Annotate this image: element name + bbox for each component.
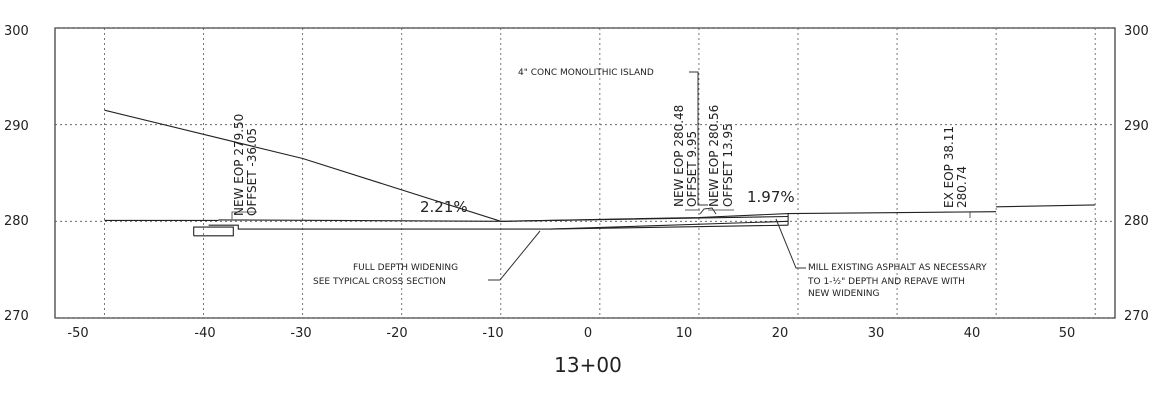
y-tick-label: 270 bbox=[4, 309, 29, 324]
x-tick-label: 0 bbox=[584, 326, 592, 341]
x-tick-label: -50 bbox=[67, 326, 88, 341]
widening-leader bbox=[488, 230, 541, 281]
y-tick-labels-left: 300 290 280 270 bbox=[4, 24, 29, 324]
mill-note-1: MILL EXISTING ASPHALT AS NECESSARY bbox=[808, 263, 987, 273]
eop-label: OFFSET 13.95 bbox=[721, 123, 735, 207]
eop-label: NEW EOP 279.50 bbox=[232, 114, 246, 216]
section-line bbox=[208, 220, 789, 230]
mill-leader bbox=[775, 218, 806, 269]
x-tick-label: 10 bbox=[676, 326, 693, 341]
x-tick-label: -30 bbox=[290, 326, 311, 341]
island-leader bbox=[689, 71, 708, 206]
y-tick-labels-right: 300 290 280 270 bbox=[1124, 24, 1149, 324]
section-line bbox=[550, 224, 789, 230]
x-tick-label: 50 bbox=[1059, 326, 1076, 341]
y-tick-label: 290 bbox=[4, 119, 29, 134]
eop-label: 280.74 bbox=[955, 166, 969, 208]
y-tick-label: 290 bbox=[1124, 119, 1149, 134]
x-tick-labels: -50 -40 -30 -20 -10 0 10 20 30 40 50 bbox=[67, 326, 1075, 341]
eop-labels: NEW EOP 279.50 OFFSET -36.05 NEW EOP 280… bbox=[232, 105, 969, 216]
grade-label-left: 2.21% bbox=[420, 198, 468, 216]
station-label: 13+00 bbox=[554, 353, 622, 377]
x-tick-label: -10 bbox=[482, 326, 503, 341]
x-tick-label: -40 bbox=[194, 326, 215, 341]
section-line bbox=[218, 211, 997, 222]
y-tick-label: 270 bbox=[1124, 309, 1149, 324]
eop-label: NEW EOP 280.56 bbox=[707, 105, 721, 207]
y-tick-label: 280 bbox=[1124, 214, 1149, 229]
x-tick-label: 30 bbox=[868, 326, 885, 341]
y-tick-label: 280 bbox=[4, 214, 29, 229]
island-note: 4" CONC MONOLITHIC ISLAND bbox=[518, 68, 654, 78]
eop-label: EX EOP 38.11 bbox=[942, 126, 956, 208]
widening-note-1: FULL DEPTH WIDENING bbox=[353, 263, 458, 273]
mill-note-3: NEW WIDENING bbox=[808, 289, 879, 299]
x-tick-label: 40 bbox=[964, 326, 981, 341]
y-tick-label: 300 bbox=[1124, 24, 1149, 39]
mill-callout: MILL EXISTING ASPHALT AS NECESSARY TO 1-… bbox=[775, 218, 987, 299]
y-tick-label: 300 bbox=[4, 24, 29, 39]
grade-label-right: 1.97% bbox=[747, 188, 795, 206]
eop-leaders bbox=[231, 209, 971, 219]
mill-note-2: TO 1-½" DEPTH AND REPAVE WITH bbox=[807, 277, 965, 287]
island-shape bbox=[699, 207, 717, 215]
grid-lines bbox=[55, 27, 1115, 319]
x-tick-label: 20 bbox=[772, 326, 789, 341]
section-line bbox=[996, 204, 1096, 208]
widening-note-2: SEE TYPICAL CROSS SECTION bbox=[313, 277, 446, 287]
eop-label: NEW EOP 280.48 bbox=[672, 105, 686, 207]
eop-label: OFFSET 9.95 bbox=[685, 131, 699, 207]
section-line bbox=[193, 226, 234, 237]
x-tick-label: -20 bbox=[386, 326, 407, 341]
widening-callout: FULL DEPTH WIDENING SEE TYPICAL CROSS SE… bbox=[313, 230, 541, 287]
section-lines bbox=[104, 109, 1096, 237]
eop-label: OFFSET -36.05 bbox=[245, 128, 259, 216]
island-callout: 4" CONC MONOLITHIC ISLAND bbox=[518, 68, 717, 215]
